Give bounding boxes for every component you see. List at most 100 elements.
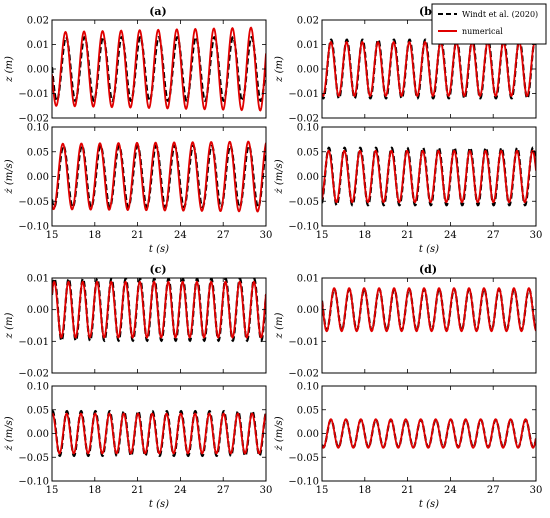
x-tick-label: 30 — [530, 230, 543, 241]
plot-frame — [321, 126, 537, 227]
series-line-numerical — [52, 412, 266, 455]
x-axis-label: t (s) — [419, 244, 439, 255]
y-axis-label: ż (m/s) — [4, 416, 15, 451]
plot-frame — [321, 385, 537, 482]
y-tick-label: −0.02 — [288, 369, 319, 380]
x-tick-label: 21 — [131, 485, 144, 496]
series-line-reference — [52, 409, 266, 458]
x-axis-label: t (s) — [149, 244, 169, 255]
y-tick-label: 0.05 — [297, 147, 319, 158]
y-tick-label: 0.02 — [27, 16, 49, 27]
x-tick-label: 18 — [88, 230, 101, 241]
panel-label-d: (d) — [419, 263, 437, 276]
y-axis-label: z (m) — [274, 56, 285, 83]
y-tick-label: 0.01 — [27, 274, 49, 285]
y-tick-label: 0.05 — [27, 147, 49, 158]
y-tick-label: −0.10 — [288, 477, 319, 488]
y-tick-label: 0.10 — [27, 382, 49, 393]
y-tick-label: 0.10 — [27, 123, 49, 134]
y-tick-label: 0.00 — [297, 305, 319, 316]
y-tick-label: 0.00 — [27, 429, 49, 440]
panel-label-c: (c) — [149, 263, 166, 276]
y-axis-label: ż (m/s) — [274, 416, 285, 451]
y-axis-label: ż (m/s) — [4, 159, 15, 194]
x-tick-label: 30 — [260, 485, 273, 496]
series-line-reference — [322, 418, 536, 449]
y-tick-label: −0.02 — [18, 369, 49, 380]
x-axis-label: t (s) — [419, 499, 439, 510]
chart-b-position: −0.02 −0.01 0.00 0.01 0.02 z (m) — [274, 16, 537, 125]
y-tick-label: −0.01 — [18, 337, 49, 348]
x-tick-label: 27 — [217, 485, 230, 496]
y-tick-label: −0.10 — [18, 477, 49, 488]
y-axis-label: ż (m/s) — [274, 159, 285, 194]
y-tick-label: −0.05 — [18, 453, 49, 464]
y-axis-label: z (m) — [4, 313, 15, 340]
x-tick-label: 18 — [88, 485, 101, 496]
y-tick-label: 0.00 — [27, 65, 49, 76]
y-tick-label: −0.10 — [288, 222, 319, 233]
y-tick-label: 0.00 — [27, 305, 49, 316]
legend-ref-label: Windt et al. (2020) — [462, 10, 538, 19]
chart-a-position: −0.02 −0.01 0.00 0.01 0.02 z (m) — [4, 16, 267, 125]
x-tick-label: 27 — [487, 230, 500, 241]
chart-b-velocity: −0.10 −0.05 0.00 0.05 0.10 15 18 21 24 27 30 t (s) ż… — [274, 123, 542, 256]
y-axis-label: z (m) — [4, 56, 15, 83]
legend-num-label: numerical — [462, 27, 503, 36]
series-line-numerical — [322, 40, 536, 98]
panel-label-a: (a) — [149, 5, 167, 18]
series-line-numerical — [52, 26, 266, 112]
y-tick-label: −0.01 — [288, 89, 319, 100]
y-tick-label: −0.05 — [288, 453, 319, 464]
x-tick-label: 24 — [174, 485, 187, 496]
x-axis-label: t (s) — [149, 499, 169, 510]
x-tick-label: 15 — [46, 485, 59, 496]
y-tick-label: 0.00 — [297, 429, 319, 440]
y-tick-label: 0.01 — [27, 40, 49, 51]
y-tick-label: 0.00 — [297, 172, 319, 183]
x-tick-label: 30 — [530, 485, 543, 496]
y-axis-label: z (m) — [274, 313, 285, 340]
series-line-numerical — [322, 287, 536, 333]
x-tick-label: 21 — [401, 485, 414, 496]
x-tick-label: 15 — [316, 485, 329, 496]
chart-d-velocity: −0.10 −0.05 0.00 0.05 0.10 15 18 21 24 27 30 t (s) ż… — [274, 382, 542, 511]
y-tick-label: −0.10 — [18, 222, 49, 233]
series-line-reference — [52, 36, 266, 102]
series-line-numerical — [52, 280, 266, 339]
panels-layer: −0.02 −0.01 0.00 0.01 0.02 z (m) −0.10 −0.05 0.0… — [4, 16, 542, 511]
x-tick-label: 18 — [358, 485, 371, 496]
y-tick-label: 0.02 — [297, 16, 319, 27]
x-tick-label: 21 — [131, 230, 144, 241]
x-tick-label: 21 — [401, 230, 414, 241]
x-tick-label: 18 — [358, 230, 371, 241]
legend: Windt et al. (2020) numerical — [431, 3, 547, 45]
series-line-numerical — [322, 418, 536, 449]
y-tick-label: −0.02 — [288, 114, 319, 125]
y-tick-label: 0.01 — [297, 274, 319, 285]
y-tick-label: 0.10 — [297, 382, 319, 393]
chart-c-velocity: −0.10 −0.05 0.00 0.05 0.10 15 18 21 24 27 30 t (s) ż… — [4, 382, 272, 511]
chart-d-position: −0.02 −0.01 0.00 0.01 z (m) — [274, 274, 537, 380]
x-tick-label: 24 — [444, 485, 457, 496]
y-tick-label: 0.01 — [297, 40, 319, 51]
x-tick-label: 30 — [260, 230, 273, 241]
chart-a-velocity: −0.10 −0.05 0.00 0.05 0.10 15 18 21 24 27 30 t (s) ż… — [4, 123, 272, 256]
x-tick-label: 15 — [316, 230, 329, 241]
plot-frame — [321, 277, 537, 374]
y-tick-label: −0.01 — [18, 89, 49, 100]
y-tick-label: 0.10 — [297, 123, 319, 134]
legend-box — [431, 3, 547, 45]
chart-c-position: −0.02 −0.01 0.00 0.01 z (m) — [4, 274, 267, 380]
x-tick-label: 27 — [217, 230, 230, 241]
series-line-numerical — [52, 140, 266, 213]
y-tick-label: −0.05 — [288, 197, 319, 208]
x-tick-label: 27 — [487, 485, 500, 496]
y-tick-label: 0.05 — [27, 405, 49, 416]
y-tick-label: 0.05 — [297, 405, 319, 416]
y-tick-label: −0.05 — [18, 197, 49, 208]
x-tick-label: 15 — [46, 230, 59, 241]
y-tick-label: 0.00 — [297, 65, 319, 76]
y-tick-label: 0.00 — [27, 172, 49, 183]
